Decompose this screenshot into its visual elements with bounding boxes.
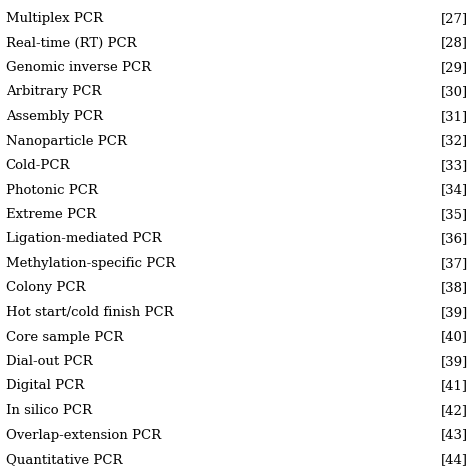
- Text: [44]: [44]: [441, 453, 468, 466]
- Text: In silico PCR: In silico PCR: [6, 404, 91, 417]
- Text: Assembly PCR: Assembly PCR: [6, 110, 102, 123]
- Text: Arbitrary PCR: Arbitrary PCR: [6, 85, 101, 99]
- Text: [30]: [30]: [441, 85, 468, 99]
- Text: [37]: [37]: [441, 257, 468, 270]
- Text: Core sample PCR: Core sample PCR: [6, 330, 123, 344]
- Text: [38]: [38]: [441, 282, 468, 294]
- Text: Real-time (RT) PCR: Real-time (RT) PCR: [6, 36, 137, 49]
- Text: [41]: [41]: [441, 380, 468, 392]
- Text: Colony PCR: Colony PCR: [6, 282, 85, 294]
- Text: Genomic inverse PCR: Genomic inverse PCR: [6, 61, 151, 74]
- Text: [27]: [27]: [441, 12, 468, 25]
- Text: [32]: [32]: [441, 135, 468, 147]
- Text: Photonic PCR: Photonic PCR: [6, 183, 98, 197]
- Text: [34]: [34]: [441, 183, 468, 197]
- Text: Cold-PCR: Cold-PCR: [6, 159, 70, 172]
- Text: Dial-out PCR: Dial-out PCR: [6, 355, 92, 368]
- Text: Quantitative PCR: Quantitative PCR: [6, 453, 122, 466]
- Text: Nanoparticle PCR: Nanoparticle PCR: [6, 135, 127, 147]
- Text: [39]: [39]: [441, 355, 468, 368]
- Text: [42]: [42]: [441, 404, 468, 417]
- Text: Methylation-specific PCR: Methylation-specific PCR: [6, 257, 175, 270]
- Text: Overlap-extension PCR: Overlap-extension PCR: [6, 428, 161, 441]
- Text: [40]: [40]: [441, 330, 468, 344]
- Text: Digital PCR: Digital PCR: [6, 380, 84, 392]
- Text: [31]: [31]: [441, 110, 468, 123]
- Text: [35]: [35]: [441, 208, 468, 221]
- Text: Extreme PCR: Extreme PCR: [6, 208, 96, 221]
- Text: [43]: [43]: [441, 428, 468, 441]
- Text: Ligation-mediated PCR: Ligation-mediated PCR: [6, 233, 161, 246]
- Text: [29]: [29]: [441, 61, 468, 74]
- Text: [39]: [39]: [441, 306, 468, 319]
- Text: [36]: [36]: [441, 233, 468, 246]
- Text: [33]: [33]: [441, 159, 468, 172]
- Text: Multiplex PCR: Multiplex PCR: [6, 12, 103, 25]
- Text: [28]: [28]: [441, 36, 468, 49]
- Text: Hot start/cold finish PCR: Hot start/cold finish PCR: [6, 306, 173, 319]
